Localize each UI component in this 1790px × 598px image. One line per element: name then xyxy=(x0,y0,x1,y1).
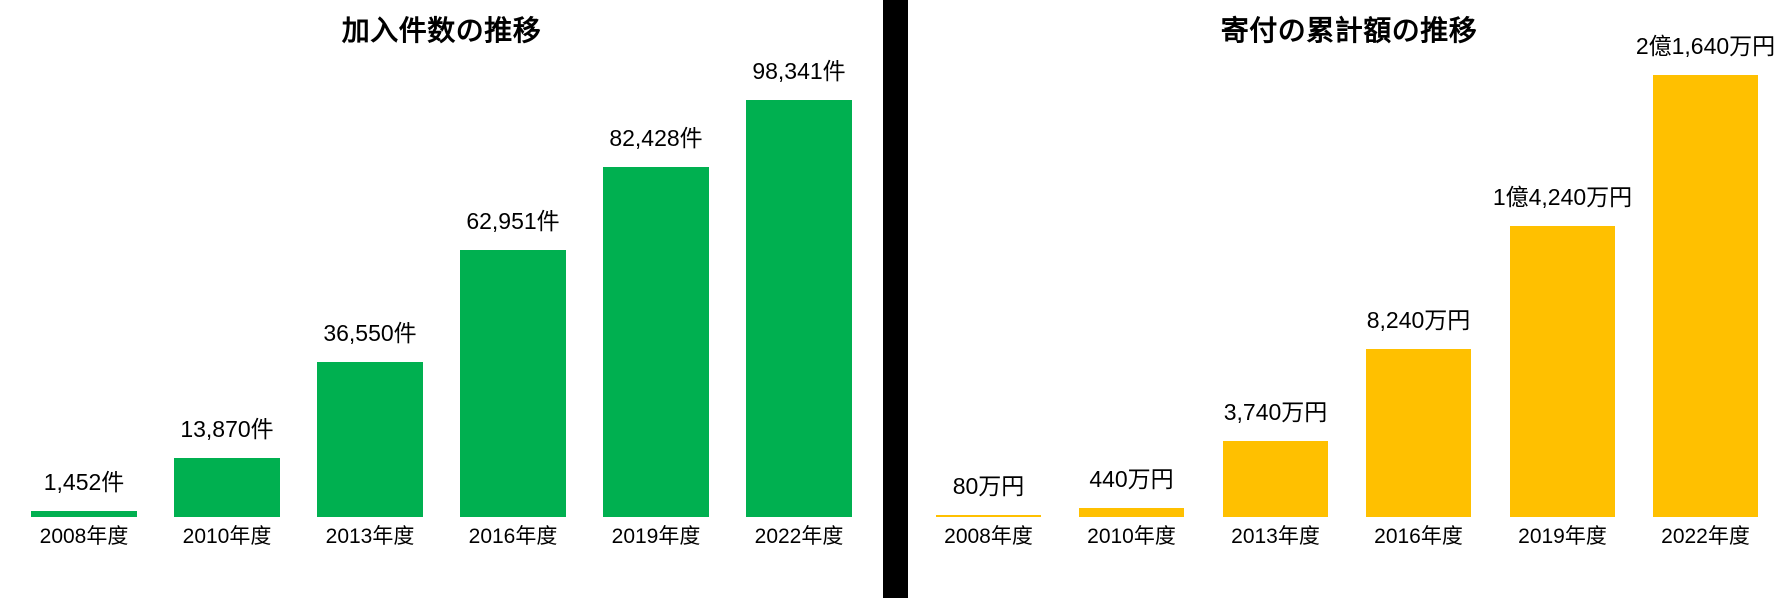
axis-label-2022年度: 2022年度 xyxy=(1661,525,1750,548)
value-label-2016年度: 8,240万円 xyxy=(1366,307,1471,333)
axis-label-2016年度: 2016年度 xyxy=(1374,525,1463,548)
axis-label-2019年度: 2019年度 xyxy=(611,525,701,548)
bar-2016年度 xyxy=(460,250,566,517)
subscriptions-chart-title: 加入件数の推移 xyxy=(341,15,542,46)
bar-2010年度 xyxy=(1079,508,1184,517)
bar-2010年度 xyxy=(174,458,280,517)
donations-chart-title: 寄付の累計額の推移 xyxy=(1220,15,1478,46)
value-label-2008年度: 80万円 xyxy=(952,473,1025,499)
subscriptions-chart: 加入件数の推移 1,452件 2008年度 13,870件 2010年度 36,550件… xyxy=(0,0,883,598)
bar-2019年度 xyxy=(603,167,709,517)
value-label-2013年度: 36,550件 xyxy=(323,320,417,346)
axis-label-2013年度: 2013年度 xyxy=(1231,525,1320,548)
value-label-2010年度: 13,870件 xyxy=(180,416,274,442)
bar-2008年度 xyxy=(936,515,1041,517)
value-label-2013年度: 3,740万円 xyxy=(1223,399,1328,425)
axis-label-2010年度: 2010年度 xyxy=(1087,525,1176,548)
bar-2019年度 xyxy=(1510,226,1615,517)
axis-label-2016年度: 2016年度 xyxy=(468,525,558,548)
bar-2022年度 xyxy=(746,100,852,517)
value-label-2022年度: 98,341件 xyxy=(752,58,846,84)
value-label-2019年度: 82,428件 xyxy=(609,125,703,151)
axis-label-2019年度: 2019年度 xyxy=(1518,525,1607,548)
value-label-2008年度: 1,452件 xyxy=(43,469,125,495)
value-label-2010年度: 440万円 xyxy=(1089,466,1174,492)
axis-label-2013年度: 2013年度 xyxy=(325,525,415,548)
value-label-2019年度: 1億4,240万円 xyxy=(1492,184,1633,210)
bar-2013年度 xyxy=(317,362,423,517)
bar-2013年度 xyxy=(1223,441,1328,517)
axis-label-2022年度: 2022年度 xyxy=(754,525,844,548)
vertical-divider xyxy=(883,0,908,598)
axis-label-2010年度: 2010年度 xyxy=(182,525,272,548)
bar-2008年度 xyxy=(31,511,137,517)
value-label-2022年度: 2億1,640万円 xyxy=(1635,33,1776,59)
donations-chart: 寄付の累計額の推移 80万円 2008年度 440万円 2010年度 3,740万円 20… xyxy=(908,0,1790,598)
value-label-2016年度: 62,951件 xyxy=(466,208,560,234)
axis-label-2008年度: 2008年度 xyxy=(944,525,1033,548)
bar-2016年度 xyxy=(1366,349,1471,517)
bar-2022年度 xyxy=(1653,75,1758,517)
axis-label-2008年度: 2008年度 xyxy=(39,525,129,548)
